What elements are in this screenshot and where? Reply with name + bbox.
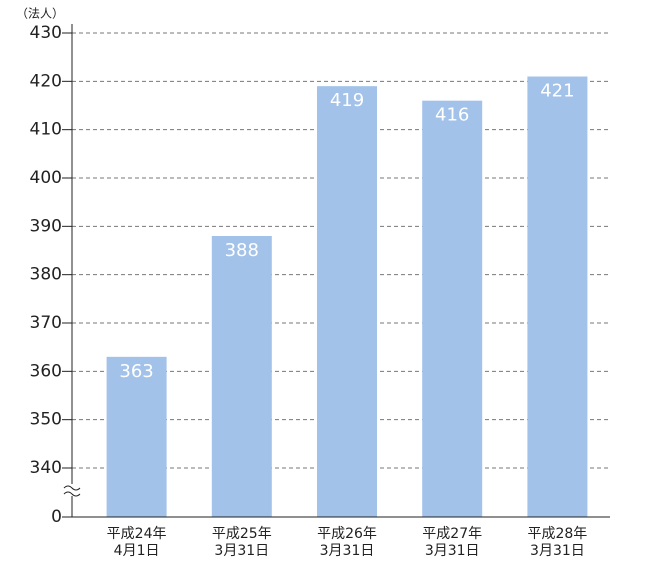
x-tick-label: 3月31日 xyxy=(320,543,375,559)
y-tick-label: 0 xyxy=(51,507,62,527)
x-tick-label: 4月1日 xyxy=(114,543,160,559)
break-gap xyxy=(64,484,80,496)
x-tick-label: 平成26年 xyxy=(317,526,377,542)
y-tick-label: 410 xyxy=(30,120,62,140)
bar xyxy=(527,76,588,517)
x-tick-label: 平成25年 xyxy=(212,526,272,542)
y-tick-label: 340 xyxy=(30,458,62,478)
value-label: 419 xyxy=(330,90,364,111)
y-tick-label: 400 xyxy=(30,168,62,188)
bar xyxy=(422,100,483,518)
x-tick-label: 3月31日 xyxy=(530,543,585,559)
bar xyxy=(317,86,377,518)
value-label: 388 xyxy=(225,240,259,261)
y-tick-label: 350 xyxy=(30,410,62,430)
axis-break xyxy=(63,484,81,497)
break-wave xyxy=(63,485,81,491)
bars xyxy=(106,76,588,518)
y-tick-label: 370 xyxy=(30,313,62,333)
bar xyxy=(106,356,167,517)
x-tick-label: 3月31日 xyxy=(214,543,269,559)
break-wave xyxy=(63,491,81,497)
x-tick-label: 3月31日 xyxy=(425,543,480,559)
y-axis-label: （法人） xyxy=(16,7,64,21)
value-label: 421 xyxy=(540,81,574,102)
value-label: 416 xyxy=(435,105,469,126)
value-label: 363 xyxy=(119,361,153,382)
y-tick-label: 380 xyxy=(30,265,62,285)
x-tick-label: 平成24年 xyxy=(107,526,167,542)
bar xyxy=(211,236,272,517)
y-tick-label: 420 xyxy=(30,71,62,91)
x-tick-label: 平成27年 xyxy=(422,526,482,542)
x-tick-label: 平成28年 xyxy=(527,526,587,542)
y-tick-label: 390 xyxy=(30,216,62,236)
y-tick-label: 430 xyxy=(30,23,62,43)
y-tick-label: 360 xyxy=(30,361,62,381)
